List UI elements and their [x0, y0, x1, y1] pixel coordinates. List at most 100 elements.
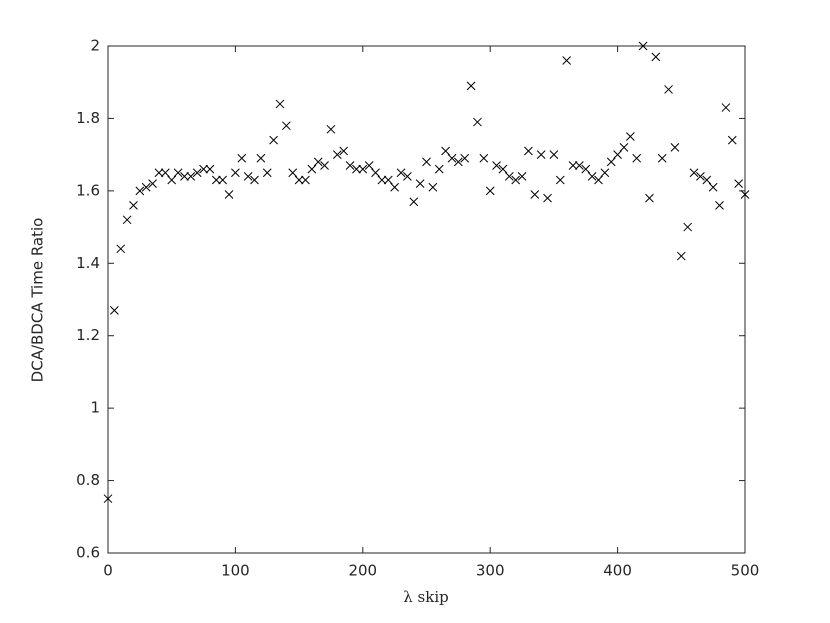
marker — [600, 168, 610, 178]
marker — [625, 132, 635, 141]
x-tick-label: 0 — [103, 562, 113, 580]
x-tick-label: 200 — [348, 562, 377, 580]
plot-frame — [107, 45, 746, 554]
marker — [702, 175, 712, 185]
marker — [396, 168, 406, 178]
marker — [594, 175, 603, 185]
marker — [211, 175, 221, 185]
marker — [606, 157, 616, 167]
marker — [708, 182, 718, 192]
marker — [345, 161, 355, 170]
y-tick-label: 1.8 — [76, 109, 100, 127]
marker — [218, 175, 228, 185]
marker — [536, 150, 546, 159]
marker — [447, 153, 457, 163]
marker — [192, 168, 202, 178]
marker — [511, 175, 521, 185]
marker — [727, 135, 737, 145]
marker — [122, 215, 132, 225]
marker — [409, 197, 419, 207]
marker — [651, 52, 661, 62]
marker — [301, 175, 310, 185]
marker — [364, 161, 374, 170]
marker — [568, 161, 578, 170]
marker — [676, 251, 686, 261]
marker — [575, 161, 584, 170]
marker — [256, 153, 266, 163]
marker — [262, 168, 272, 178]
y-tick-label: 1 — [90, 399, 100, 417]
marker — [415, 179, 425, 188]
marker — [715, 200, 724, 210]
y-tick-label: 1.6 — [76, 181, 100, 199]
marker — [154, 168, 164, 178]
marker — [422, 157, 431, 167]
marker — [428, 182, 438, 192]
marker — [275, 99, 285, 109]
marker — [504, 172, 514, 181]
marker — [696, 172, 705, 181]
marker — [549, 150, 559, 159]
marker — [377, 175, 387, 185]
marker — [581, 164, 591, 174]
x-tick-label: 500 — [731, 562, 760, 580]
marker — [371, 168, 380, 178]
marker — [326, 124, 336, 134]
y-tick-label: 0.8 — [76, 471, 100, 489]
marker — [250, 175, 259, 185]
marker — [689, 168, 699, 178]
marker — [466, 81, 476, 91]
marker — [683, 222, 693, 232]
marker — [116, 244, 126, 254]
marker — [453, 157, 463, 167]
marker — [294, 175, 304, 185]
marker — [492, 161, 501, 170]
marker — [473, 117, 482, 127]
marker — [231, 168, 240, 178]
marker — [339, 146, 349, 156]
marker — [390, 182, 400, 192]
marker — [186, 172, 196, 181]
marker — [562, 56, 571, 65]
marker — [160, 168, 170, 178]
marker — [103, 494, 113, 504]
marker — [657, 153, 667, 163]
marker — [110, 306, 119, 315]
marker — [243, 172, 253, 181]
marker — [269, 135, 278, 145]
y-tick-label: 1.4 — [76, 254, 100, 272]
marker — [721, 103, 731, 112]
marker — [734, 179, 743, 188]
marker — [524, 146, 533, 156]
marker — [664, 85, 673, 94]
marker — [543, 193, 552, 203]
marker — [740, 190, 750, 199]
marker — [441, 146, 450, 156]
marker — [167, 175, 177, 185]
marker — [199, 164, 208, 174]
marker — [530, 190, 540, 199]
marker — [237, 153, 247, 163]
marker — [434, 164, 444, 174]
marker — [619, 143, 629, 152]
y-tick-label: 2 — [90, 37, 100, 55]
marker — [173, 168, 183, 178]
marker — [148, 179, 157, 188]
marker — [498, 164, 508, 174]
marker — [288, 168, 298, 178]
marker — [307, 164, 317, 174]
marker — [645, 193, 654, 203]
marker — [224, 190, 234, 199]
marker — [638, 41, 648, 51]
marker — [632, 153, 642, 163]
marker — [352, 164, 361, 174]
marker — [141, 182, 151, 192]
marker — [479, 153, 489, 163]
marker — [555, 175, 565, 185]
x-tick-label: 100 — [221, 562, 250, 580]
y-axis-label: DCA/BDCA Time Ratio — [29, 218, 47, 383]
marker — [460, 153, 470, 163]
marker — [129, 200, 138, 210]
marker — [320, 161, 329, 170]
